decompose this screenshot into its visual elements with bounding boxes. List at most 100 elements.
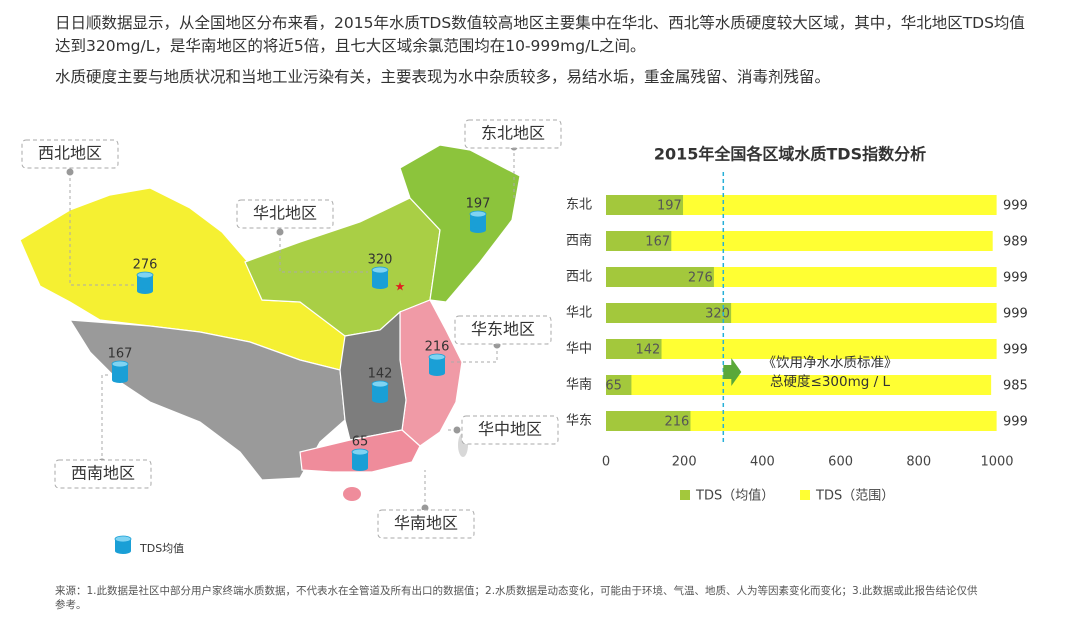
tds-cylinder [351, 448, 369, 471]
x-tick-label: 1000 [980, 455, 1013, 470]
region-label-box [21, 139, 119, 169]
region-label: 华中地区 [478, 420, 542, 439]
value-label: 142 [636, 343, 661, 358]
cylinder-top [136, 271, 154, 279]
region-value: 197 [466, 197, 491, 212]
region-value: 216 [425, 340, 450, 355]
value-label: 999 [1003, 307, 1028, 322]
cylinder-top [351, 448, 369, 456]
leader-line [69, 172, 135, 286]
cylinder-bottom [137, 288, 153, 294]
region-value: 276 [133, 258, 158, 273]
bar [606, 339, 997, 359]
x-tick-label: 800 [906, 455, 931, 470]
value-label: 999 [1003, 271, 1028, 286]
y-tick-label: 西北 [566, 270, 592, 285]
x-tick-label: 600 [828, 455, 853, 470]
bar [606, 267, 714, 287]
region-label: 华北地区 [253, 204, 317, 223]
value-label: 999 [1003, 415, 1028, 430]
tds-cylinder [111, 360, 129, 383]
reference-arrow [723, 358, 742, 386]
legend-cylinder [114, 535, 132, 554]
leader-line [101, 374, 110, 462]
cylinder-top [371, 266, 389, 274]
region-value: 320 [368, 253, 393, 268]
cylinder-body [137, 275, 153, 291]
cylinder-body [352, 452, 368, 468]
region-label-box [236, 199, 334, 229]
cylinder-top [114, 535, 132, 543]
source-note: 来源：1.此数据是社区中部分用户家终端水质数据，不代表水在全管道及所有出口的数据… [55, 585, 978, 611]
cylinder-body [470, 214, 486, 230]
cylinder-top [371, 380, 389, 388]
value-label: 989 [1003, 235, 1028, 250]
value-label: 276 [688, 271, 713, 286]
bar [606, 375, 992, 395]
legend-label: TDS（范围） [815, 489, 894, 504]
bar [606, 231, 672, 251]
bar [606, 303, 732, 323]
region-label-box [464, 119, 562, 149]
value-label: 320 [705, 307, 730, 322]
x-tick-label: 400 [750, 455, 775, 470]
legend-swatch [680, 490, 690, 500]
cylinder-body [372, 270, 388, 286]
cylinder-top [428, 353, 446, 361]
tds-cylinder [371, 380, 389, 403]
y-tick-label: 西南 [566, 233, 592, 249]
y-tick-label: 东北 [566, 198, 592, 213]
value-label: 985 [1003, 379, 1028, 394]
region-label-box [54, 459, 152, 489]
y-tick-label: 华东 [566, 414, 592, 429]
legend-label: TDS（均值） [695, 488, 774, 504]
cylinder-top [469, 210, 487, 218]
leader-line [279, 232, 368, 273]
bar [606, 195, 684, 215]
value-label: 999 [1003, 199, 1028, 214]
region-label: 东北地区 [481, 124, 545, 143]
value-label: 999 [1003, 343, 1028, 358]
cylinder-bottom [352, 465, 368, 471]
leader-line [450, 345, 498, 363]
map-region [399, 144, 521, 303]
region-value: 65 [352, 435, 369, 450]
cylinder-body [372, 384, 388, 400]
bar [606, 195, 997, 215]
value-label: 65 [605, 379, 622, 394]
chart-title: 2015年全国各区域水质TDS指数分析 [654, 145, 926, 164]
tds-cylinder [136, 271, 154, 294]
cylinder-bottom [115, 548, 131, 554]
leader-dot [66, 168, 74, 176]
map-legend-label: TDS均值 [139, 542, 184, 555]
region-label: 华东地区 [471, 320, 535, 339]
region-label: 西北地区 [38, 144, 102, 163]
region-label-box [377, 509, 475, 539]
cylinder-body [429, 357, 445, 373]
intro-text: 水质硬度主要与地质状况和当地工业污染有关，主要表现为水中杂质较多，易结水垢，重金… [55, 68, 831, 86]
bar [606, 339, 662, 359]
bar [606, 231, 993, 251]
y-tick-label: 华北 [566, 306, 592, 321]
legend-swatch [800, 490, 810, 500]
x-tick-label: 200 [672, 455, 697, 470]
tds-cylinder [469, 210, 487, 233]
region-label: 西南地区 [71, 464, 135, 483]
leader-dot [453, 426, 461, 434]
cylinder-bottom [429, 370, 445, 376]
hainan [343, 487, 361, 501]
reference-label: 总硬度≤300mg / L [770, 374, 890, 390]
bar [606, 411, 691, 431]
y-tick-label: 华南 [566, 377, 592, 393]
capital-star: ★ [395, 280, 406, 294]
x-tick-label: 0 [602, 455, 610, 470]
value-label: 216 [664, 415, 689, 430]
cylinder-bottom [470, 227, 486, 233]
tds-cylinder [428, 353, 446, 376]
region-label-box [454, 315, 552, 345]
cylinder-bottom [372, 283, 388, 289]
intro-text: 日日顺数据显示，从全国地区分布来看，2015年水质TDS数值较高地区主要集中在华… [55, 14, 1025, 55]
region-label-box [461, 415, 559, 445]
